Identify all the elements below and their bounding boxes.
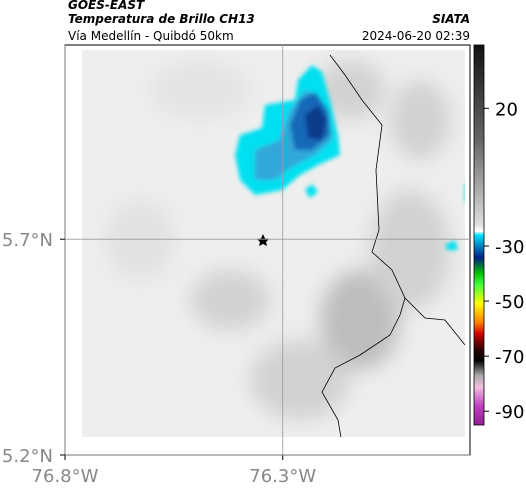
y-tick-label: 5.7°N xyxy=(2,230,53,251)
location-marker xyxy=(257,234,269,246)
colorbar xyxy=(473,44,485,426)
colorbar-tick-label: -90 xyxy=(495,402,524,423)
source: GOES-EAST xyxy=(68,0,145,12)
subtitle: Vía Medellín - Quibdó 50km xyxy=(68,29,234,43)
title: Temperatura de Brillo CH13 xyxy=(68,12,255,26)
colorbar-tick-label: -70 xyxy=(495,347,524,368)
colorbar-tick-label: -30 xyxy=(495,237,524,258)
colorbar-tick-label: -50 xyxy=(495,292,524,313)
agency: SIATA xyxy=(432,12,470,26)
x-tick-label: 76.3°W xyxy=(249,466,316,487)
y-tick-label: 5.2°N xyxy=(2,446,53,467)
timestamp: 2024-06-20 02:39 xyxy=(362,29,470,43)
satellite-image xyxy=(82,50,465,437)
colorbar-tick-label: 20 xyxy=(495,99,518,120)
x-tick-label: 76.8°W xyxy=(32,466,99,487)
